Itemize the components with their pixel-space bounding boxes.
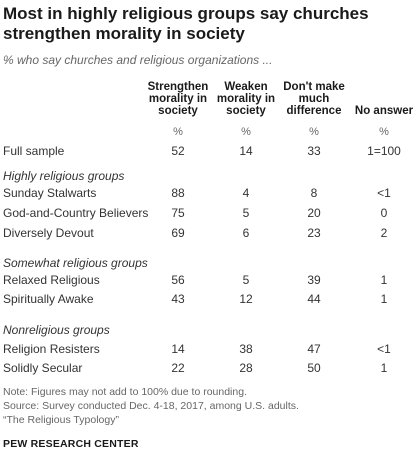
note-report: “The Religious Typology” xyxy=(3,414,119,426)
table-cell: 14 xyxy=(239,144,253,158)
table-cell: 50 xyxy=(307,361,321,375)
table-cell: 2 xyxy=(380,226,388,240)
table-cell: 8 xyxy=(310,186,318,200)
table-cell: 1 xyxy=(380,273,388,287)
table-cell: 75 xyxy=(171,206,185,220)
table-cell: 43 xyxy=(171,292,185,306)
table-cell: 38 xyxy=(239,342,253,356)
group-label: Highly religious groups xyxy=(3,169,125,183)
table-cell: 69 xyxy=(171,226,185,240)
table-cell: 20 xyxy=(307,206,321,220)
table-cell: 28 xyxy=(239,361,253,375)
row-label: Sunday Stalwarts xyxy=(3,186,97,200)
note-source: Source: Survey conducted Dec. 4-18, 2017… xyxy=(3,400,299,412)
table-cell: 56 xyxy=(171,273,185,287)
table-cell: 4 xyxy=(242,186,250,200)
group-label: Nonreligious groups xyxy=(3,323,110,337)
table-cell: 52 xyxy=(171,144,185,158)
column-header-no-difference: Don't make much difference xyxy=(283,81,345,117)
chart-subtitle: % who say churches and religious organiz… xyxy=(3,53,273,67)
row-label: Solidly Secular xyxy=(3,361,83,375)
percent-symbol: % xyxy=(379,126,389,138)
percent-symbol: % xyxy=(241,126,251,138)
row-label: Relaxed Religious xyxy=(3,273,100,287)
row-label: Full sample xyxy=(3,144,65,158)
table-cell: <1 xyxy=(377,342,391,356)
table-cell: 44 xyxy=(307,292,321,306)
note-rounding: Note: Figures may not add to 100% due to… xyxy=(3,386,247,398)
brand-name: PEW RESEARCH CENTER xyxy=(3,438,139,450)
table-cell: 12 xyxy=(239,292,253,306)
table-cell: 14 xyxy=(171,342,185,356)
column-header-strengthen: Strengthen morality in society xyxy=(147,81,209,117)
table-cell: 1 xyxy=(380,361,388,375)
table-cell: 23 xyxy=(307,226,321,240)
percent-symbol: % xyxy=(309,126,319,138)
group-label: Somewhat religious groups xyxy=(3,256,148,270)
table-cell: 1 xyxy=(380,292,388,306)
table-cell: 0 xyxy=(380,206,388,220)
table-cell: 6 xyxy=(242,226,250,240)
row-label: Diversely Devout xyxy=(3,226,94,240)
table-cell: 39 xyxy=(307,273,321,287)
table-cell: 22 xyxy=(171,361,185,375)
row-label: God-and-Country Believers xyxy=(3,206,149,220)
table-cell: 5 xyxy=(242,273,250,287)
table-cell: 88 xyxy=(171,186,185,200)
table-cell: 33 xyxy=(307,144,321,158)
percent-symbol: % xyxy=(173,126,183,138)
row-label: Spiritually Awake xyxy=(3,292,94,306)
table-cell: 5 xyxy=(242,206,250,220)
chart-title: Most in highly religious groups say chur… xyxy=(3,4,369,43)
table-cell: 1=100 xyxy=(367,144,401,158)
column-header-weaken: Weaken morality in society xyxy=(216,81,276,117)
table-cell: <1 xyxy=(377,186,391,200)
column-header-no-answer: No answer xyxy=(354,105,414,117)
table-cell: 47 xyxy=(307,342,321,356)
row-label: Religion Resisters xyxy=(3,342,100,356)
